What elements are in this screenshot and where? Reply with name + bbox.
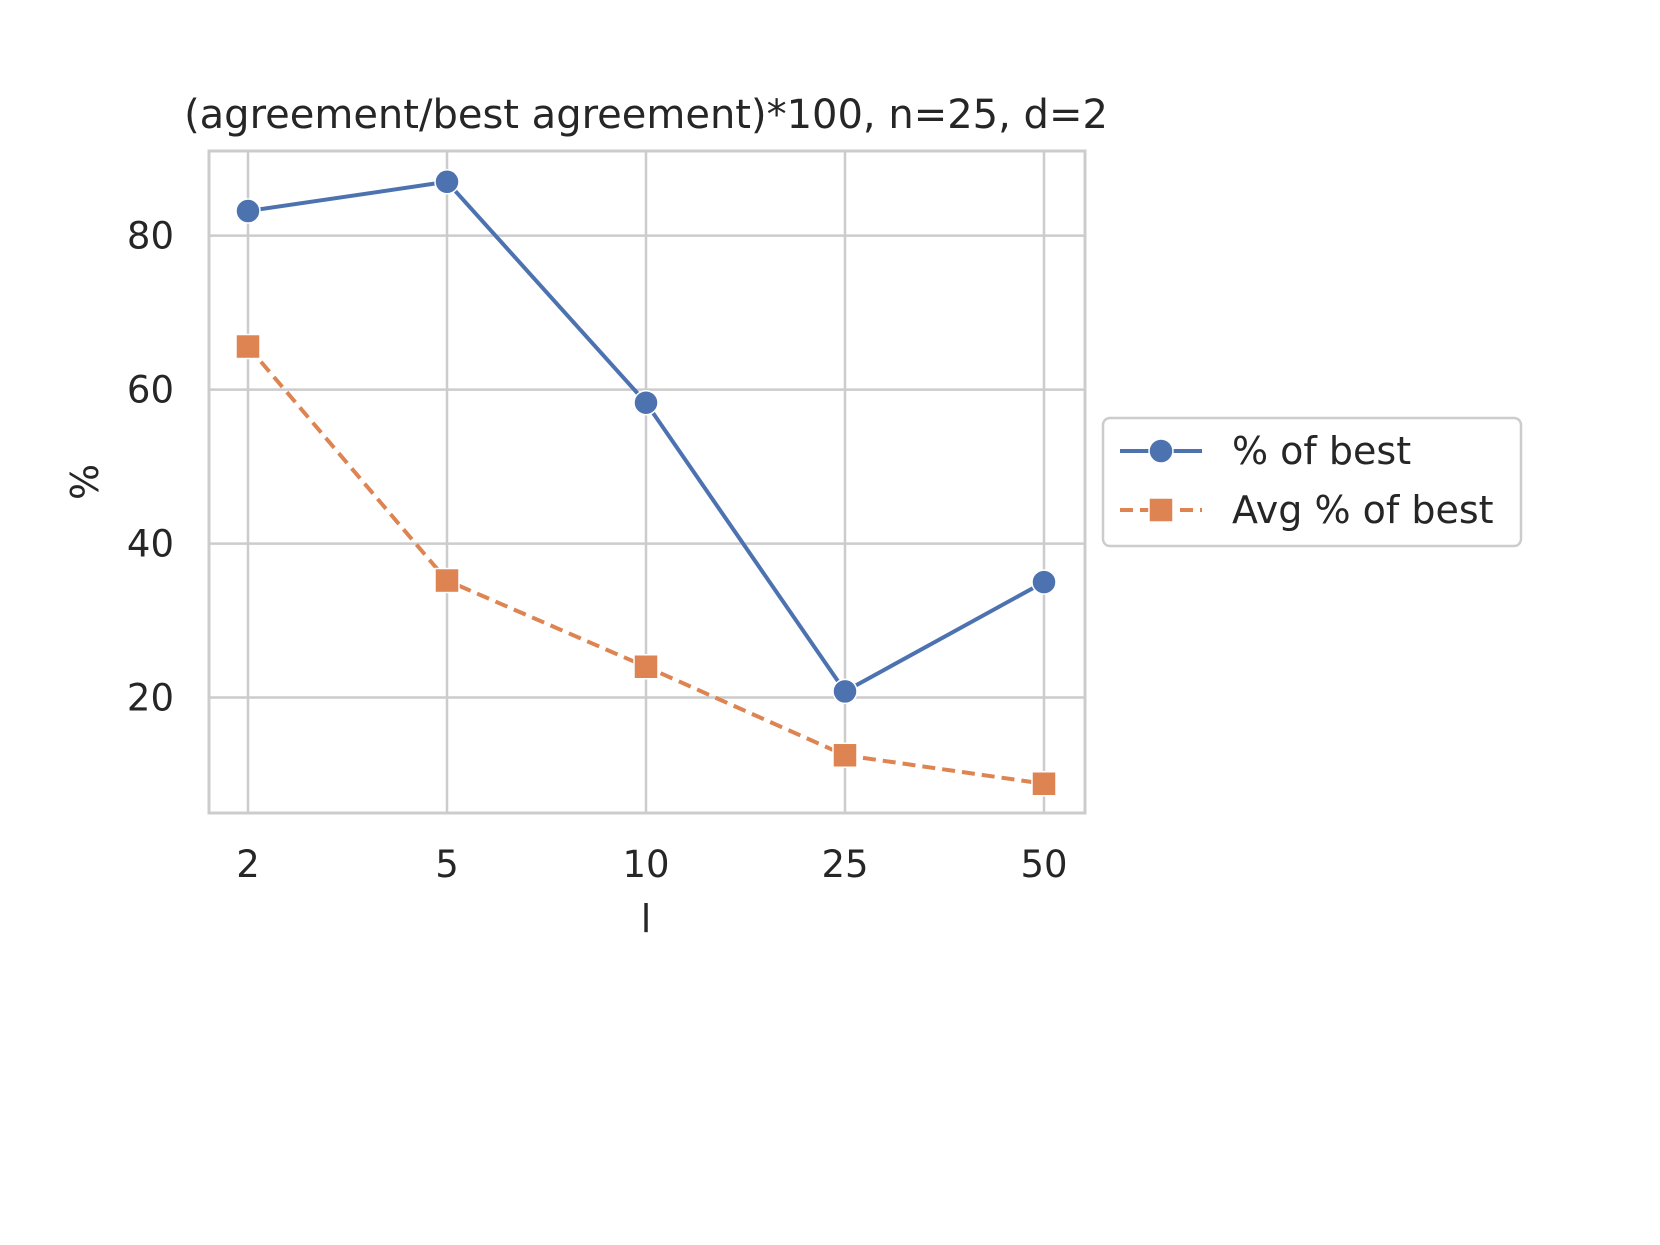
legend-marker [1148, 497, 1174, 523]
x-tick-label: 25 [821, 843, 868, 886]
legend-label: Avg % of best [1232, 488, 1494, 532]
plot-series [235, 169, 1057, 797]
series-1 [235, 169, 1057, 705]
legend: % of best Avg % of best [1101, 416, 1523, 548]
legend-box [1101, 416, 1523, 548]
x-tick-label: 2 [236, 843, 260, 886]
legend-item: Avg % of best [1120, 488, 1494, 532]
data-point [235, 198, 261, 224]
grid [209, 151, 1085, 813]
plot-frame [207, 149, 1087, 815]
data-point [235, 333, 261, 360]
y-tick-label: 80 [127, 215, 174, 258]
y-tick-label: 40 [127, 523, 174, 566]
data-point [633, 389, 659, 416]
x-tick-label: 5 [435, 843, 459, 886]
y-tick-label: 60 [127, 369, 174, 412]
series-2 [235, 333, 1057, 797]
data-point [832, 742, 858, 769]
data-point [1031, 770, 1057, 797]
data-point [832, 678, 858, 705]
data-point [434, 567, 460, 594]
chart-title: (agreement/best agreement)*100, n=25, d=… [184, 92, 1108, 138]
y-tick-label: 20 [127, 677, 174, 720]
x-axis-label: l [641, 897, 652, 941]
y-axis-label: % [63, 464, 107, 500]
legend-item: % of best [1120, 429, 1411, 473]
data-point [1031, 569, 1057, 595]
x-tick-label: 10 [622, 843, 669, 886]
legend-marker [1148, 438, 1174, 464]
data-point [633, 653, 659, 680]
legend-label: % of best [1232, 429, 1411, 473]
data-point [434, 169, 460, 195]
x-tick-label: 50 [1020, 843, 1067, 886]
